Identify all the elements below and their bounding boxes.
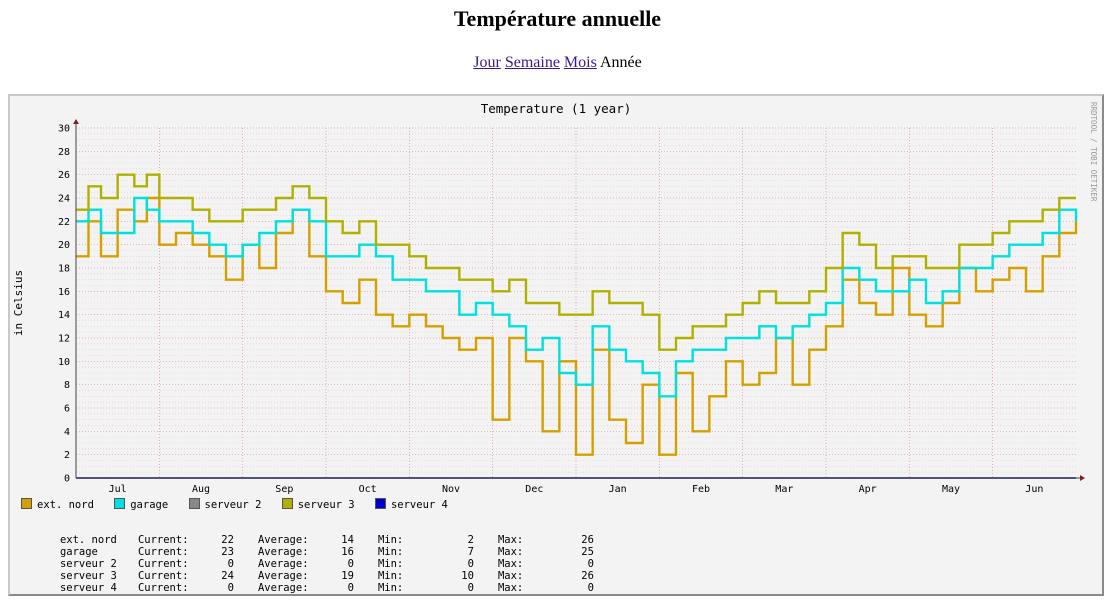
y-axis-label: in Celsius xyxy=(12,270,25,336)
nav-link-month[interactable]: Mois xyxy=(563,54,597,71)
legend-swatch xyxy=(114,498,126,509)
stats-row: ext. nord Current: 22 Average: 14 Min: 2 Max: 26 xyxy=(59,534,594,546)
x-tick-label: Nov xyxy=(442,484,460,495)
stats-row: garage Current: 23 Average: 16 Min: 7 Max: 25 xyxy=(59,546,594,558)
stats-row: serveur 2 Current: 0 Average: 0 Min: 0 Max: 0 xyxy=(59,558,594,570)
nav-link-week[interactable]: Semaine xyxy=(504,54,560,71)
x-tick-label: Aug xyxy=(192,484,210,495)
nav-link-day[interactable]: Jour xyxy=(473,54,501,71)
x-tick-label: Dec xyxy=(525,484,543,495)
y-tick-label: 30 xyxy=(58,124,70,135)
y-tick-label: 18 xyxy=(58,264,70,275)
series-line-garage xyxy=(76,196,1078,398)
legend-swatch xyxy=(188,498,200,509)
chart-frame: 0 2 4 6 8 10 12 14 16 18 20 22 24 26 28 30 Jul Aug Sep Oct… xyxy=(8,94,1104,596)
y-tick-label: 8 xyxy=(64,380,70,391)
x-axis-arrow xyxy=(1080,475,1085,481)
y-tick-label: 2 xyxy=(64,450,70,461)
x-tick-label: Mar xyxy=(775,484,793,495)
watermark: RRDTOOL / TOBI OETIKER xyxy=(1089,102,1098,202)
x-tick-label: Jan xyxy=(609,484,627,495)
x-tick-label: Apr xyxy=(859,484,877,495)
period-nav: Jour Semaine Mois Année xyxy=(0,54,1115,72)
x-tick-label: Oct xyxy=(359,484,377,495)
y-tick-label: 16 xyxy=(58,287,70,298)
legend-item-ext-nord: ext. nord xyxy=(21,498,94,511)
x-axis-ticks: Jul Aug Sep Oct Nov Dec Jan Feb Mar Apr May Jun xyxy=(109,484,1044,495)
x-tick-label: Jul xyxy=(109,484,127,495)
legend-swatch xyxy=(281,498,293,509)
y-tick-label: 26 xyxy=(58,170,70,181)
y-tick-label: 4 xyxy=(64,427,70,438)
legend: ext. nord garage serveur 2 serveur 3 ser… xyxy=(21,498,462,511)
stats-row: serveur 4 Current: 0 Average: 0 Min: 0 Max: 0 xyxy=(59,582,594,594)
y-tick-label: 20 xyxy=(58,240,70,251)
legend-swatch xyxy=(374,498,386,509)
x-tick-label: May xyxy=(942,484,960,495)
legend-item-serveur-2: serveur 2 xyxy=(188,498,261,511)
stats-table: ext. nord Current: 22 Average: 14 Min: 2 Max: 26… xyxy=(22,522,618,594)
chart-axes xyxy=(73,119,1085,481)
y-tick-label: 28 xyxy=(58,147,70,158)
legend-item-serveur-4: serveur 4 xyxy=(374,498,448,511)
y-tick-label: 6 xyxy=(64,404,70,415)
page-title: Température annuelle xyxy=(453,6,662,31)
series-line-serveur-3 xyxy=(76,173,1076,351)
y-tick-label: 12 xyxy=(58,334,70,345)
x-tick-label: Jun xyxy=(1025,484,1043,495)
y-tick-label: 24 xyxy=(58,194,70,205)
stats-row: serveur 3 Current: 24 Average: 19 Min: 10 Max: 2… xyxy=(59,570,594,582)
chart-title: Temperature (1 year) xyxy=(481,101,632,116)
legend-item-serveur-3: serveur 3 xyxy=(281,498,355,511)
legend-swatch xyxy=(21,498,32,509)
series-line-ext-nord xyxy=(76,196,1078,456)
y-axis-arrow xyxy=(73,119,79,124)
y-tick-label: 10 xyxy=(58,357,70,368)
x-tick-label: Feb xyxy=(692,484,710,495)
y-tick-label: 22 xyxy=(58,217,70,228)
legend-item-garage: garage xyxy=(114,498,168,511)
y-tick-label: 14 xyxy=(58,310,70,321)
x-tick-label: Sep xyxy=(275,484,293,495)
nav-current-year: Année xyxy=(599,54,642,71)
y-tick-label: 0 xyxy=(64,474,70,485)
